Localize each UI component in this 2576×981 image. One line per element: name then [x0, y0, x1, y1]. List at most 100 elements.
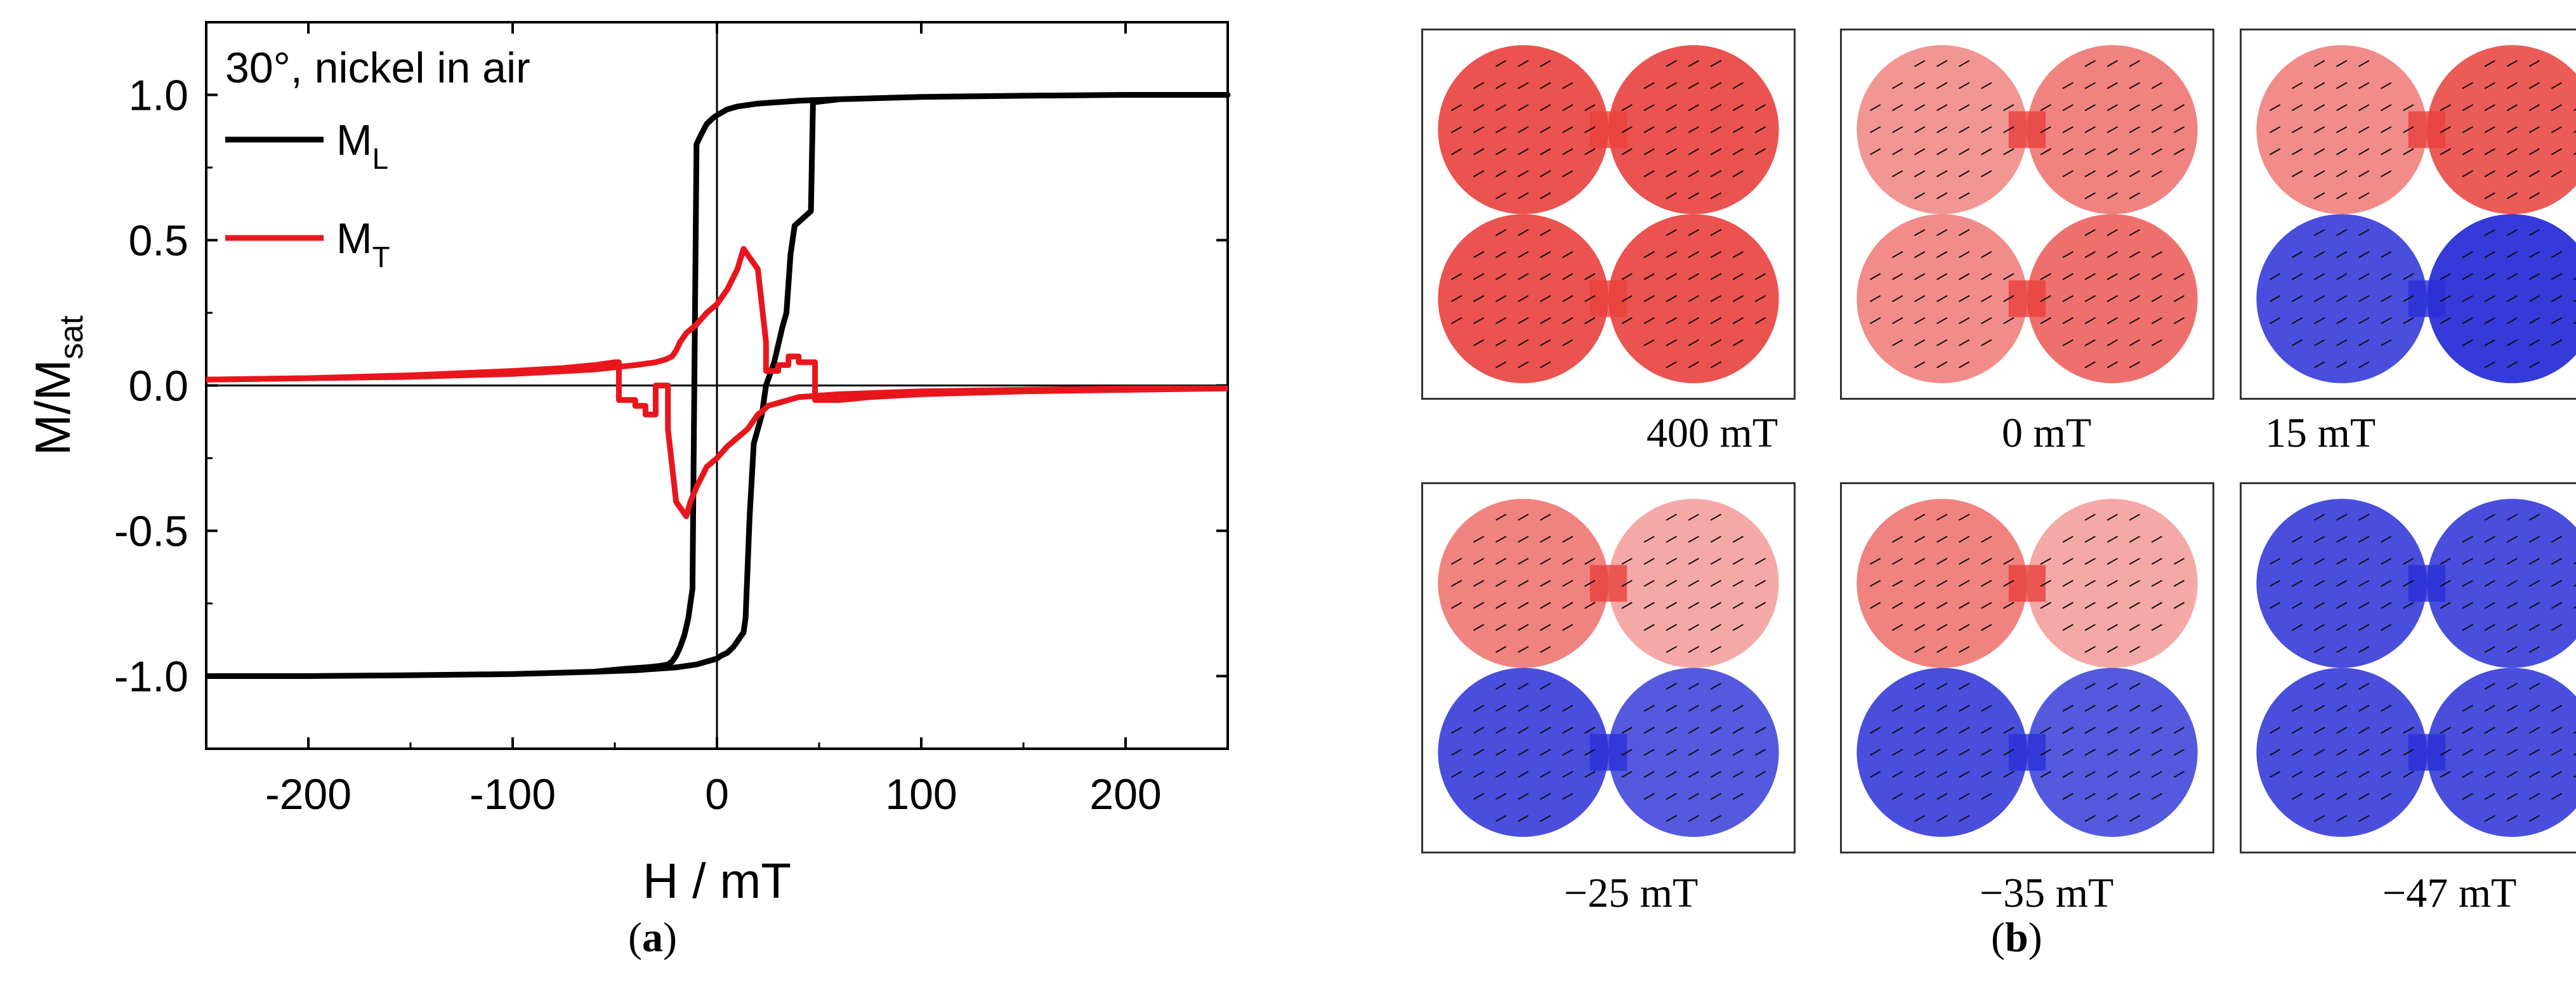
- magnetization-arrow: [1754, 148, 1766, 155]
- magnetization-arrow: [2106, 793, 2119, 800]
- magnetization-arrow: [2381, 558, 2392, 565]
- magnetization-arrow: [1710, 793, 1722, 800]
- magnetization-arrow: [1450, 295, 1462, 303]
- magnetization-arrow: [2551, 602, 2563, 609]
- magnetization-arrow: [1643, 704, 1655, 712]
- magnetization-arrow: [1914, 170, 1926, 178]
- magnetization-arrow: [1688, 228, 1700, 236]
- magnetization-arrow: [1936, 170, 1948, 178]
- magnetization-arrow: [2084, 170, 2096, 178]
- magnetization-arrow: [1981, 770, 1992, 778]
- magnetization-arrow: [1540, 558, 1551, 565]
- magnetization-arrow: [1891, 317, 1903, 324]
- magnetization-arrow: [2358, 536, 2370, 543]
- magnetization-arrow: [2358, 624, 2370, 631]
- magnetization-arrow: [2462, 126, 2473, 133]
- magnetization-arrow: [1540, 815, 1551, 822]
- magnetization-arrow: [1540, 579, 1551, 587]
- magnetization-arrow: [1517, 579, 1529, 587]
- magnetization-arrow: [1732, 126, 1744, 133]
- magnetization-arrow: [1473, 793, 1485, 800]
- magnetization-arrow: [2313, 82, 2325, 89]
- magnetization-arrow: [2003, 317, 2014, 324]
- magnetization-arrow: [1562, 770, 1574, 778]
- magnetization-arrow: [1936, 317, 1948, 324]
- magnetization-arrow: [2462, 558, 2473, 565]
- magnetization-arrow: [2551, 624, 2563, 631]
- magnetization-arrow: [2040, 317, 2051, 324]
- magnetization-arrow: [2336, 682, 2348, 690]
- magnetization-arrow: [1643, 558, 1655, 565]
- magnetization-arrow: [2573, 606, 2576, 609]
- magnetization-arrow: [2151, 251, 2163, 258]
- magnetization-arrow: [2462, 273, 2473, 280]
- magnetization-arrow: [2129, 536, 2141, 543]
- magnetization-arrow: [2506, 361, 2518, 369]
- magnetization-arrow: [1710, 682, 1722, 690]
- magnetization-arrow: [1517, 793, 1529, 800]
- magnetization-arrow: [2462, 579, 2473, 587]
- magnetization-arrow: [1584, 295, 1596, 303]
- magnetization-arrow: [2084, 579, 2096, 587]
- magnetization-arrow: [1450, 558, 1462, 565]
- magnetization-arrow: [1914, 339, 1926, 346]
- magnetization-arrow: [2129, 104, 2141, 112]
- magnetization-arrow: [2062, 251, 2073, 258]
- magnetization-arrow: [2440, 148, 2451, 155]
- magnetization-arrow: [2528, 339, 2540, 346]
- magnetization-arrow: [2269, 295, 2281, 303]
- magnetization-arrow: [1540, 251, 1551, 258]
- magnetization-arrow: [1710, 749, 1722, 756]
- magnetization-arrow: [1688, 579, 1700, 587]
- magnetization-arrow: [2129, 602, 2141, 609]
- magnetization-arrow: [1959, 295, 1970, 303]
- magnetization-arrow: [2291, 536, 2303, 543]
- magnetization-arrow: [2084, 148, 2096, 155]
- magnetization-arrow: [1959, 815, 1970, 822]
- magnetization-arrow: [2173, 770, 2185, 778]
- magnetization-arrow: [2084, 682, 2096, 690]
- magnetization-arrow: [2551, 104, 2563, 112]
- magnetization-arrow: [1936, 770, 1948, 778]
- magnetization-arrow: [1495, 558, 1507, 565]
- magnetization-arrow: [2313, 749, 2325, 756]
- magnetization-arrow: [2151, 727, 2163, 734]
- magnetization-arrow: [1732, 104, 1744, 112]
- magnetization-arrow: [2062, 579, 2073, 587]
- magnetization-arrow: [2381, 104, 2392, 112]
- magnetization-arrow: [2084, 104, 2096, 112]
- magnetization-arrow: [1981, 704, 1992, 712]
- magnetization-arrow: [1914, 749, 1926, 756]
- magnetization-arrow: [1643, 295, 1655, 303]
- magnetization-arrow: [2528, 536, 2540, 543]
- magnetization-arrow: [2106, 770, 2119, 778]
- magnetization-arrow: [1621, 273, 1633, 280]
- magnetization-arrow: [2506, 558, 2518, 565]
- domain-map: [1856, 45, 2198, 383]
- magnetization-arrow: [1540, 646, 1551, 654]
- magnetization-arrow: [1666, 60, 1677, 67]
- magnetization-arrow: [2336, 273, 2348, 280]
- magnetization-arrow: [2313, 793, 2325, 800]
- magnetization-arrow: [1936, 251, 1948, 258]
- magnetization-arrow: [2484, 251, 2495, 258]
- magnetization-arrow: [1710, 251, 1722, 258]
- magnetization-arrow: [2084, 126, 2096, 133]
- magnetization-arrow: [1473, 82, 1485, 89]
- magnetization-arrow: [1666, 192, 1677, 200]
- magnetization-arrow: [1732, 295, 1744, 303]
- magnetization-arrow: [2040, 558, 2051, 565]
- magnetization-arrow: [1936, 646, 1948, 654]
- magnetization-arrow: [2129, 295, 2141, 303]
- magnetization-arrow: [1891, 536, 1903, 543]
- magnetization-arrow: [2528, 228, 2540, 236]
- magnetization-arrow: [1914, 82, 1926, 89]
- magnetization-arrow: [1540, 770, 1551, 778]
- magnetization-arrow: [2403, 317, 2414, 324]
- magnetization-arrow: [2336, 815, 2348, 822]
- magnetization-arrow: [1473, 770, 1485, 778]
- magnetization-arrow: [2336, 793, 2348, 800]
- magnetization-arrow: [2269, 579, 2281, 587]
- magnetization-arrow: [1914, 602, 1926, 609]
- magnetization-arrow: [1732, 624, 1744, 631]
